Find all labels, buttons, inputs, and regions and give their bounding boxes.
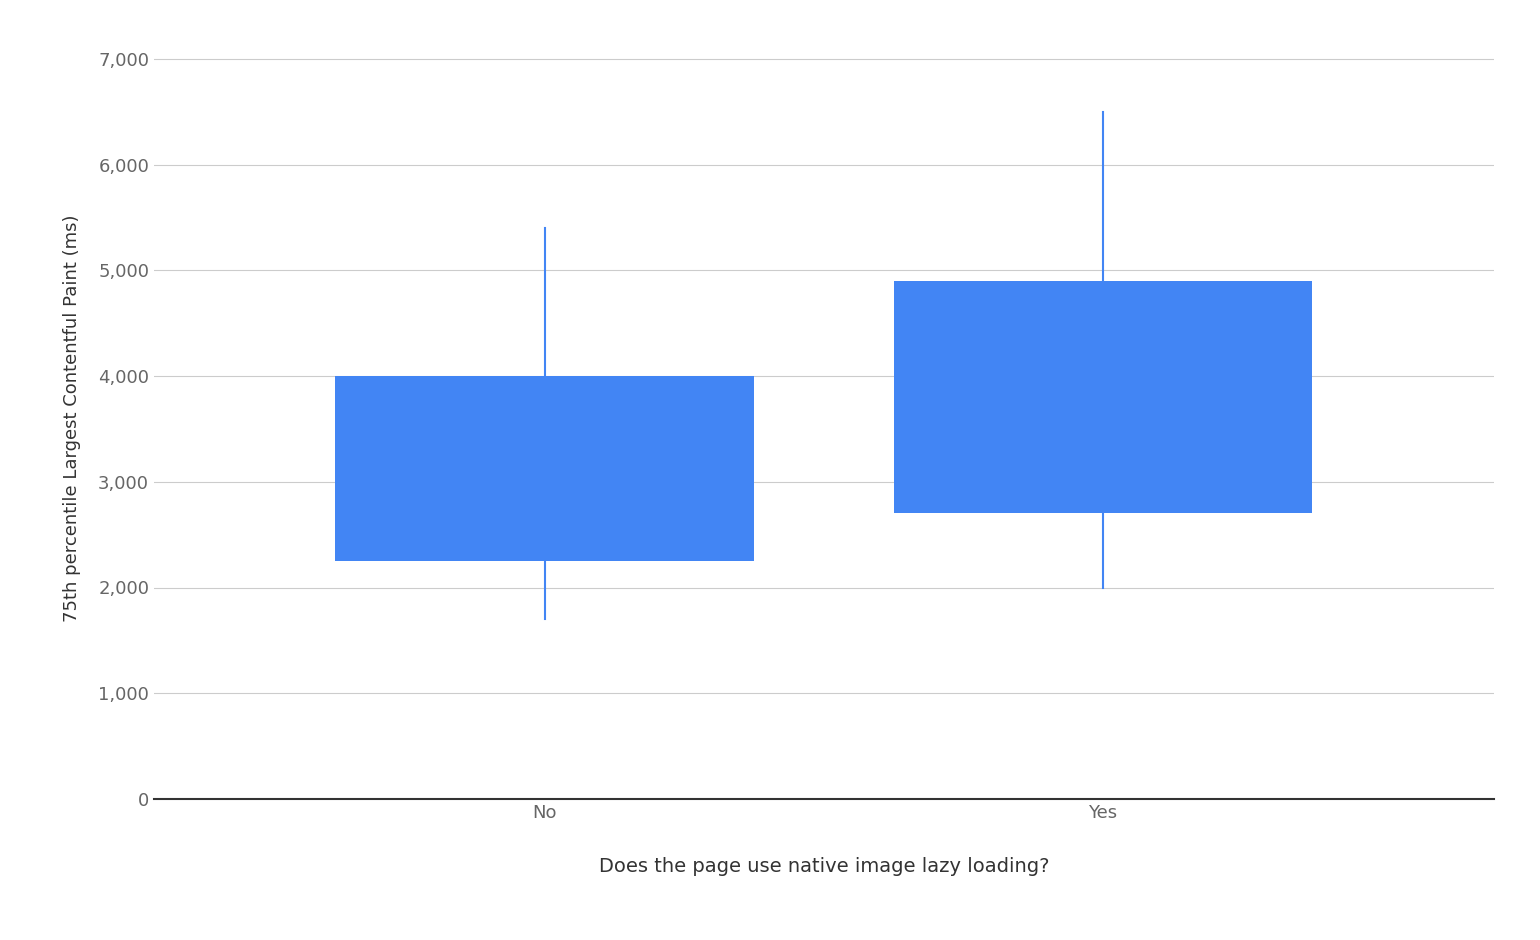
Y-axis label: 75th percentile Largest Contentful Paint (ms): 75th percentile Largest Contentful Paint… [63,214,82,622]
Bar [336,376,755,561]
Bar [893,281,1312,513]
X-axis label: Does the page use native image lazy loading?: Does the page use native image lazy load… [599,856,1049,875]
